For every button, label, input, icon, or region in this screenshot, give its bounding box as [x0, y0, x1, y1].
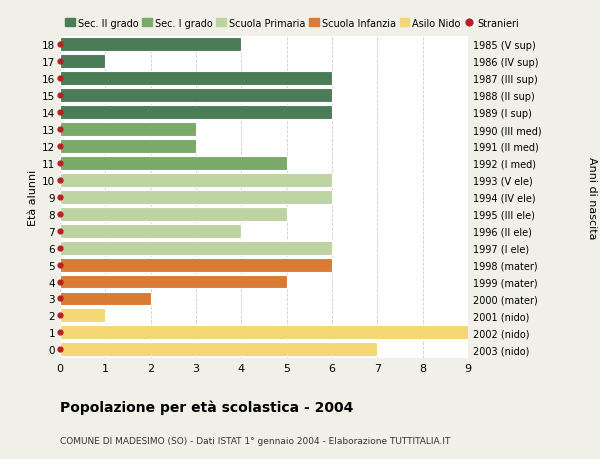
Bar [60, 241, 332, 255]
Bar [60, 190, 332, 204]
Bar [60, 258, 332, 272]
Text: COMUNE DI MADESIMO (SO) - Dati ISTAT 1° gennaio 2004 - Elaborazione TUTTITALIA.I: COMUNE DI MADESIMO (SO) - Dati ISTAT 1° … [60, 436, 451, 445]
Legend: Sec. II grado, Sec. I grado, Scuola Primaria, Scuola Infanzia, Asilo Nido, Stran: Sec. II grado, Sec. I grado, Scuola Prim… [65, 19, 519, 28]
Bar [60, 224, 241, 238]
Bar [60, 174, 332, 187]
Bar [60, 89, 332, 103]
Bar [60, 207, 287, 221]
Bar [60, 106, 332, 120]
Text: Anni di nascita: Anni di nascita [587, 156, 597, 239]
Bar [60, 157, 287, 170]
Bar [60, 275, 287, 289]
Text: Popolazione per età scolastica - 2004: Popolazione per età scolastica - 2004 [60, 399, 353, 414]
Bar [60, 309, 106, 323]
Y-axis label: Età alunni: Età alunni [28, 169, 38, 225]
Bar [60, 38, 241, 52]
Bar [60, 55, 106, 69]
Bar [60, 140, 196, 154]
Bar [60, 326, 468, 340]
Bar [60, 72, 332, 86]
Bar [60, 292, 151, 306]
Bar [60, 342, 377, 357]
Bar [60, 123, 196, 137]
